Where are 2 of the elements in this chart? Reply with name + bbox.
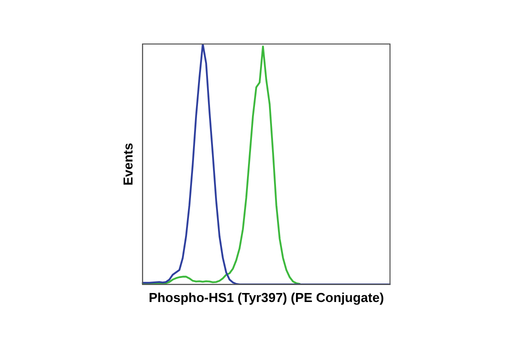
y-axis-title: Events: [120, 142, 136, 186]
x-axis-title: Phospho-HS1 (Tyr397) (PE Conjugate): [148, 290, 384, 305]
